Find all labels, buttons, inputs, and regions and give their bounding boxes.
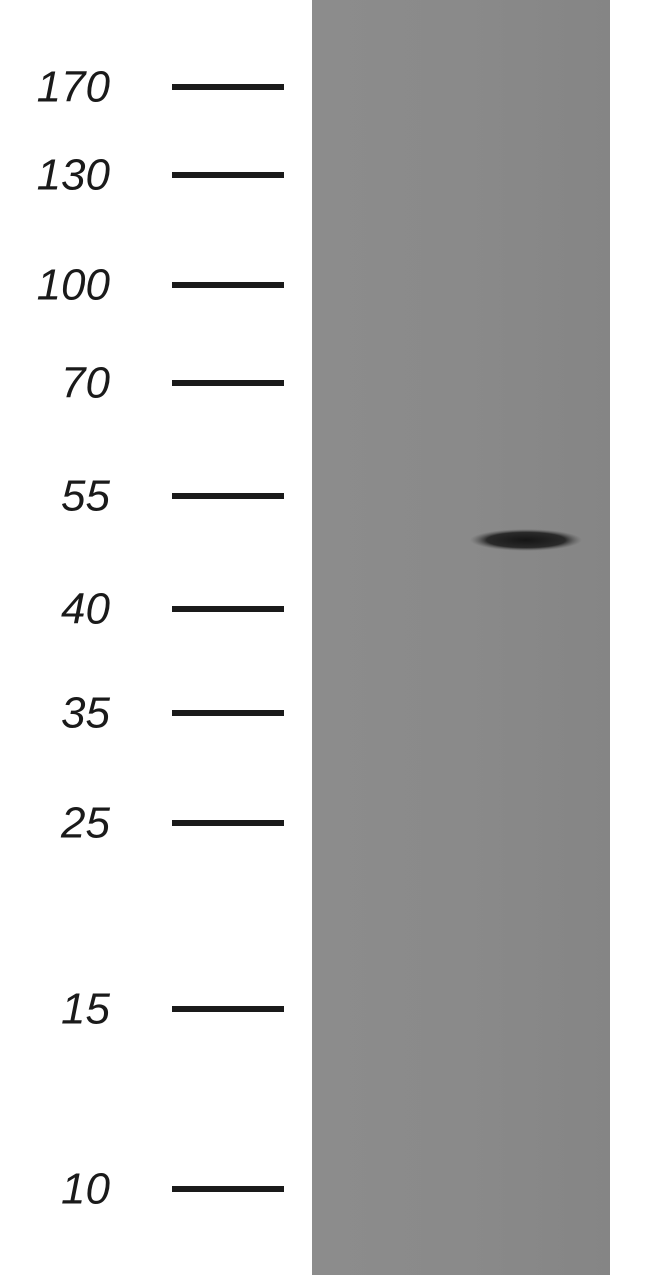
marker-label: 35 xyxy=(61,689,110,738)
marker-line xyxy=(172,380,284,386)
marker-label: 25 xyxy=(60,799,110,848)
marker-line xyxy=(172,1006,284,1012)
marker-line xyxy=(172,710,284,716)
gel-lane xyxy=(312,0,610,1275)
marker-label: 170 xyxy=(37,63,111,112)
marker-label: 40 xyxy=(61,585,110,634)
marker-label: 100 xyxy=(37,261,111,310)
marker-label: 10 xyxy=(61,1165,110,1214)
marker-label: 70 xyxy=(61,359,110,408)
marker-line xyxy=(172,84,284,90)
marker-label: 15 xyxy=(61,985,110,1034)
marker-line xyxy=(172,493,284,499)
marker-line xyxy=(172,282,284,288)
protein-band xyxy=(470,529,582,551)
marker-label: 130 xyxy=(37,151,111,200)
marker-line xyxy=(172,606,284,612)
marker-line xyxy=(172,1186,284,1192)
marker-label: 55 xyxy=(61,472,110,521)
marker-line xyxy=(172,820,284,826)
marker-line xyxy=(172,172,284,178)
marker-ladder: 170 130 100 70 55 40 35 25 15 10 xyxy=(37,63,284,1214)
